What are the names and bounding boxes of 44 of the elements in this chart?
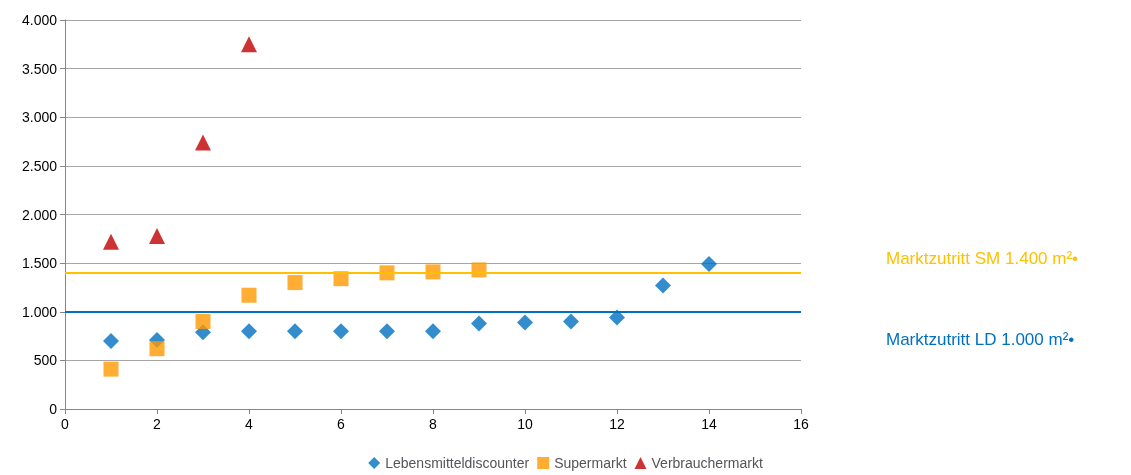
legend-label: Supermarkt <box>554 455 627 471</box>
y-tick-label: 1.500 <box>21 255 58 272</box>
legend-label: Verbrauchermarkt <box>651 455 763 471</box>
point <box>517 314 533 331</box>
point <box>333 323 349 340</box>
legend-label: Lebensmitteldiscounter <box>385 455 530 471</box>
x-tick-label: 4 <box>245 416 254 432</box>
point <box>701 256 717 273</box>
point <box>287 275 303 291</box>
y-tick-label: 2.500 <box>21 157 58 174</box>
point <box>241 36 257 53</box>
point <box>655 277 671 294</box>
point <box>149 227 165 244</box>
point <box>195 313 211 329</box>
point <box>241 287 257 303</box>
y-tick-label: 2.000 <box>21 206 58 223</box>
point <box>103 332 119 349</box>
x-tick-label: 8 <box>429 416 438 432</box>
point <box>195 134 211 151</box>
y-tick-label: 0 <box>49 401 58 417</box>
x-tick-label: 16 <box>793 416 809 432</box>
y-tick-label: 3.500 <box>21 60 58 77</box>
x-tick-label: 12 <box>609 416 625 432</box>
x-tick-label: 2 <box>153 416 162 432</box>
y-tick-label: 1.000 <box>21 303 58 320</box>
point <box>609 309 625 326</box>
y-tick-label: 3.000 <box>21 109 58 126</box>
x-tick-label: 6 <box>337 416 346 432</box>
y-tick-label: 4.000 <box>21 12 58 28</box>
ref-line-label: Marktzutritt SM 1.400 m²• <box>886 249 1079 269</box>
point <box>103 361 119 377</box>
point <box>425 323 441 340</box>
point <box>241 323 257 340</box>
point <box>287 323 303 340</box>
point <box>471 315 487 332</box>
x-tick-label: 10 <box>517 416 533 432</box>
y-tick-label: 500 <box>33 352 58 369</box>
ref-line-label: Marktzutritt LD 1.000 m²• <box>886 330 1075 350</box>
point <box>149 341 165 357</box>
point <box>103 233 119 250</box>
x-tick-label: 0 <box>61 416 70 432</box>
point <box>379 323 395 340</box>
point <box>563 313 579 330</box>
x-tick-label: 14 <box>701 416 717 432</box>
